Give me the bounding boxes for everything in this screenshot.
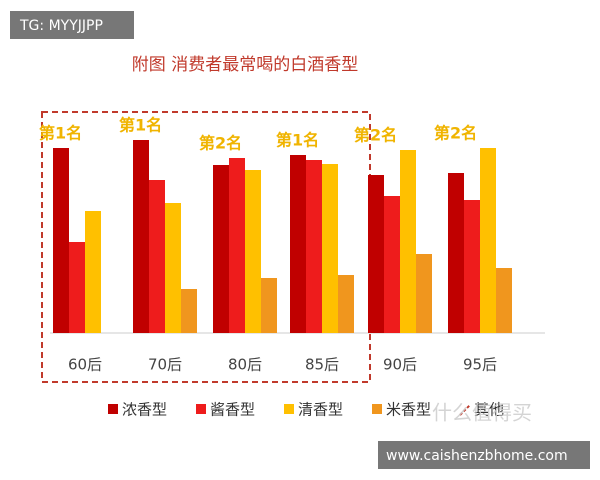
- rank-label: 第2名: [199, 134, 242, 153]
- bar: [416, 254, 432, 333]
- x-tick-label: 90后: [383, 356, 417, 374]
- watermark: TG: MYYJJPP: [19, 18, 103, 34]
- bar: [53, 148, 69, 333]
- legend-swatch: [284, 404, 294, 414]
- bar: [149, 180, 165, 333]
- bar: [229, 158, 245, 333]
- watermark-bg: [10, 11, 134, 39]
- legend-swatch: [459, 404, 471, 416]
- bar: [213, 165, 229, 333]
- bar: [464, 200, 480, 333]
- legend-swatch: [196, 404, 206, 414]
- rank-label: 第1名: [119, 116, 162, 135]
- bar: [338, 275, 354, 333]
- legend-swatch: [372, 404, 382, 414]
- legend-label: 浓香型: [122, 401, 167, 419]
- rank-label: 第1名: [39, 124, 82, 143]
- bar: [290, 155, 306, 333]
- bar: [496, 268, 512, 333]
- legend-label: 米香型: [386, 401, 431, 419]
- bar: [245, 170, 261, 333]
- x-tick-label: 70后: [148, 356, 182, 374]
- x-tick-label: 95后: [463, 356, 497, 374]
- x-tick-label: 80后: [228, 356, 262, 374]
- legend-swatch: [108, 404, 118, 414]
- chart-title: 附图 消费者最常喝的白酒香型: [132, 55, 358, 75]
- bar: [384, 196, 400, 333]
- watermark-logo: 什么值得买: [432, 401, 532, 425]
- bar: [480, 148, 496, 333]
- watermark: www.caishenzbhome.com: [386, 448, 568, 464]
- bar: [261, 278, 277, 333]
- legend-label: 其他: [474, 401, 504, 419]
- bar: [133, 140, 149, 333]
- bar: [322, 164, 338, 333]
- legend-label: 清香型: [298, 401, 343, 419]
- x-tick-label: 60后: [68, 356, 102, 374]
- bar: [368, 175, 384, 333]
- bar: [85, 211, 101, 333]
- watermark-bg: [378, 441, 590, 469]
- bar: [181, 289, 197, 333]
- bar: [400, 150, 416, 333]
- x-tick-label: 85后: [305, 356, 339, 374]
- bar: [306, 160, 322, 333]
- bar: [165, 203, 181, 333]
- bar: [69, 242, 85, 333]
- bar: [448, 173, 464, 333]
- legend-label: 酱香型: [210, 401, 255, 419]
- rank-label: 第2名: [354, 126, 397, 145]
- rank-label: 第1名: [276, 131, 319, 150]
- rank-label: 第2名: [434, 124, 477, 143]
